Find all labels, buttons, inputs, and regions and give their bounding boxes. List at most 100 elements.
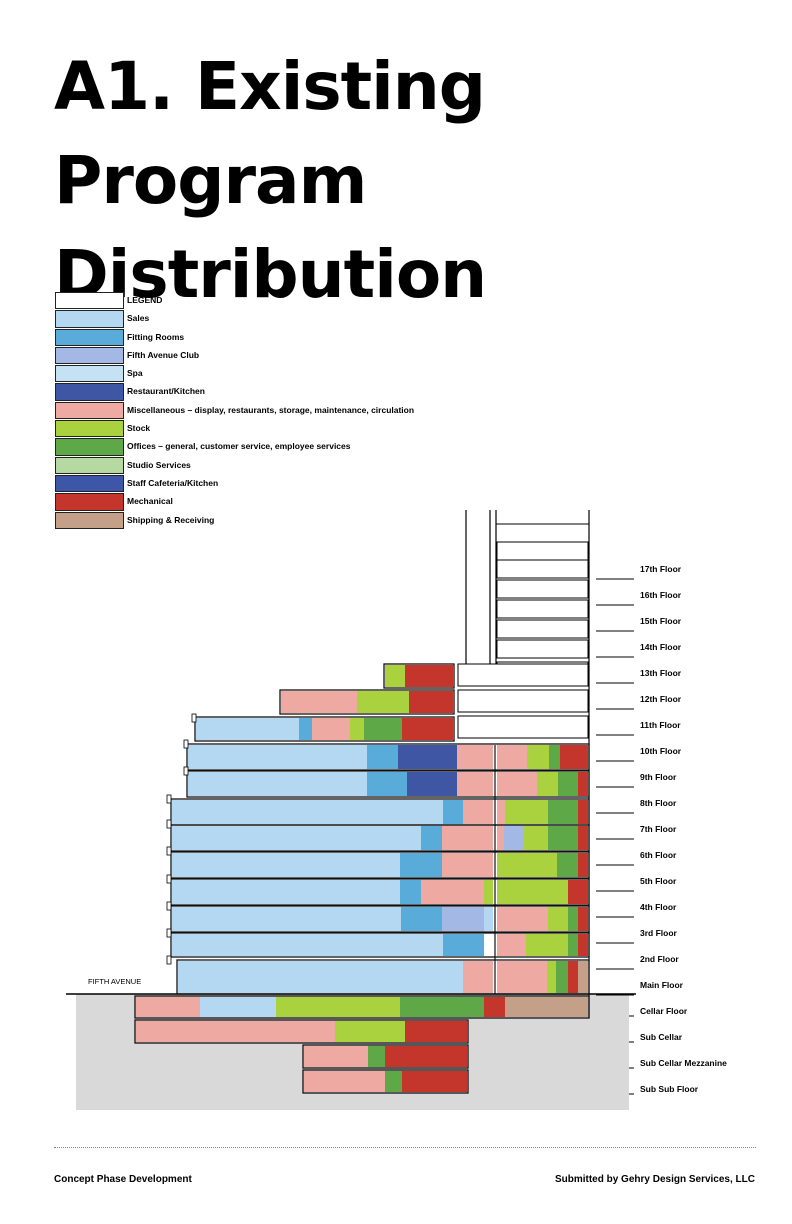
tower-floor-slab xyxy=(496,541,589,561)
legend-label: Sales xyxy=(127,313,150,324)
program-segment xyxy=(421,880,484,904)
footer-right: Submitted by Gehry Design Services, LLC xyxy=(554,1174,755,1185)
program-segment xyxy=(367,772,407,796)
program-segment xyxy=(172,907,401,931)
program-segment xyxy=(368,1046,385,1067)
floor-label: 14th Floor xyxy=(640,642,682,652)
program-segment xyxy=(350,718,364,740)
legend-swatch xyxy=(55,511,124,529)
legend-label: Spa xyxy=(127,368,143,379)
legend-label: Stock xyxy=(127,423,151,434)
program-segment xyxy=(527,745,549,769)
tower-floor-slab xyxy=(457,715,589,739)
program-segment xyxy=(172,934,443,956)
program-segment xyxy=(560,745,588,769)
program-segment xyxy=(578,853,588,877)
footer-divider xyxy=(54,1147,756,1148)
title-line-2: Distribution xyxy=(54,236,487,313)
program-segment xyxy=(400,880,421,904)
program-segment xyxy=(578,826,588,850)
program-segment xyxy=(312,718,350,740)
legend-label: LEGEND xyxy=(127,295,163,305)
tower-floor-slab xyxy=(496,599,589,619)
program-segment xyxy=(549,745,560,769)
program-segment xyxy=(497,907,548,931)
program-segment xyxy=(578,800,588,824)
program-segment xyxy=(497,961,547,993)
program-segment xyxy=(400,997,484,1017)
program-segment xyxy=(497,772,537,796)
program-segment xyxy=(548,826,578,850)
program-segment xyxy=(178,961,463,993)
program-segment xyxy=(505,997,588,1017)
facade-marker xyxy=(166,846,172,856)
legend-label: Mechanical xyxy=(127,496,173,507)
footer-left: Concept Phase Development xyxy=(54,1174,192,1185)
program-segment xyxy=(457,772,493,796)
facade-marker xyxy=(183,739,189,749)
program-segment xyxy=(505,800,548,824)
floor-label: Sub Sub Floor xyxy=(640,1084,699,1094)
program-segment xyxy=(578,907,588,931)
floor-outline xyxy=(279,689,455,715)
program-segment xyxy=(557,853,578,877)
legend-label: Miscellaneous – display, restaurants, st… xyxy=(127,404,415,415)
title-line-1: A1. Existing Program xyxy=(54,48,486,219)
floor-label: 3rd Floor xyxy=(640,928,678,938)
program-segment xyxy=(442,826,493,850)
floor-label: Sub Cellar Mezzanine xyxy=(640,1058,727,1068)
floor-outline xyxy=(186,770,590,798)
program-segment xyxy=(547,961,556,993)
legend-swatch xyxy=(55,420,124,438)
program-segment xyxy=(385,1046,467,1067)
program-segment xyxy=(442,907,484,931)
floor-label: 2nd Floor xyxy=(640,954,679,964)
tower-floor-slab xyxy=(457,663,589,687)
floor-outline xyxy=(194,716,455,742)
floor-label: 5th Floor xyxy=(640,876,677,886)
legend-swatch xyxy=(55,383,124,401)
floor-outline xyxy=(176,959,590,995)
program-segment xyxy=(188,772,367,796)
program-segment xyxy=(578,934,588,956)
floor-outline xyxy=(170,932,590,958)
floor-outline xyxy=(302,1069,469,1094)
program-segment xyxy=(497,826,504,850)
program-segment xyxy=(484,997,505,1017)
program-segment xyxy=(407,772,457,796)
legend-label: Offices – general, customer service, emp… xyxy=(127,441,351,452)
program-segment xyxy=(136,997,200,1017)
program-segment xyxy=(568,907,578,931)
floor-label: 16th Floor xyxy=(640,590,682,600)
program-segment xyxy=(304,1046,368,1067)
legend-swatch xyxy=(55,438,124,456)
program-segment xyxy=(497,800,505,824)
program-segment xyxy=(299,718,312,740)
legend-swatch xyxy=(55,292,124,310)
legend-label: Shipping & Receiving xyxy=(127,514,215,525)
program-segment xyxy=(463,800,493,824)
floor-outline xyxy=(170,851,590,879)
floor-outline xyxy=(134,995,590,1019)
program-segment xyxy=(364,718,402,740)
legend-swatch xyxy=(55,401,124,420)
program-segment xyxy=(443,800,463,824)
legend-swatch xyxy=(55,493,124,511)
floor-label: 6th Floor xyxy=(640,850,677,860)
floor-label: Sub Cellar xyxy=(640,1032,683,1042)
tower-floor-slab xyxy=(496,579,589,599)
program-segment xyxy=(172,800,443,824)
floor-label: 15th Floor xyxy=(640,616,682,626)
program-segment xyxy=(548,800,578,824)
program-segment xyxy=(409,691,453,713)
program-segment xyxy=(568,961,578,993)
program-segment xyxy=(578,772,588,796)
floor-label: 17th Floor xyxy=(640,564,682,574)
street-label: FIFTH AVENUE xyxy=(88,977,141,986)
floor-label: Cellar Floor xyxy=(640,1006,688,1016)
program-segment xyxy=(497,745,527,769)
program-segment xyxy=(136,1021,335,1042)
program-segment xyxy=(405,665,453,687)
legend-swatch xyxy=(55,474,124,493)
facade-marker xyxy=(166,874,172,884)
